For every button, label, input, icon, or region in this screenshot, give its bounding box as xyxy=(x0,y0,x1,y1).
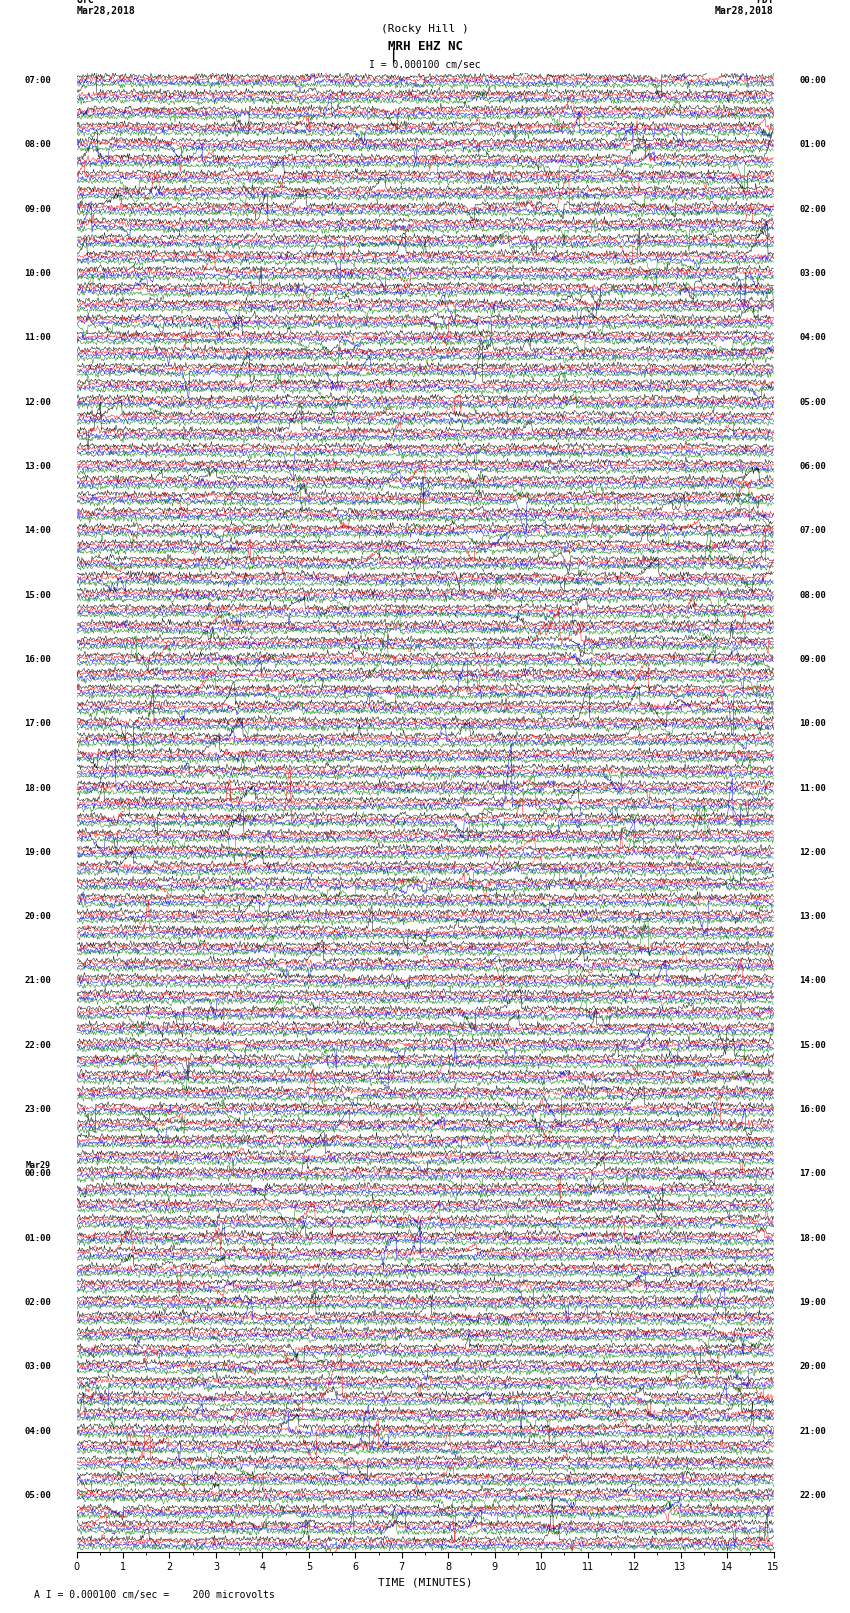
Text: 15:00: 15:00 xyxy=(799,1040,826,1050)
Text: 01:00: 01:00 xyxy=(799,140,826,150)
Text: 16:00: 16:00 xyxy=(24,655,51,665)
Text: 21:00: 21:00 xyxy=(799,1426,826,1436)
Text: 05:00: 05:00 xyxy=(24,1490,51,1500)
Text: 11:00: 11:00 xyxy=(24,334,51,342)
Text: 14:00: 14:00 xyxy=(24,526,51,536)
Text: 22:00: 22:00 xyxy=(24,1040,51,1050)
Text: 03:00: 03:00 xyxy=(799,269,826,277)
Text: Mar29: Mar29 xyxy=(26,1161,51,1171)
Text: 07:00: 07:00 xyxy=(799,526,826,536)
Text: 19:00: 19:00 xyxy=(24,848,51,857)
Text: 18:00: 18:00 xyxy=(24,784,51,792)
Text: I = 0.000100 cm/sec: I = 0.000100 cm/sec xyxy=(369,60,481,69)
Text: 11:00: 11:00 xyxy=(799,784,826,792)
Text: PDT
Mar28,2018: PDT Mar28,2018 xyxy=(715,0,774,16)
Text: 08:00: 08:00 xyxy=(24,140,51,150)
Text: 02:00: 02:00 xyxy=(24,1298,51,1307)
Text: 17:00: 17:00 xyxy=(24,719,51,727)
Text: 13:00: 13:00 xyxy=(24,461,51,471)
Text: 09:00: 09:00 xyxy=(799,655,826,665)
Text: 17:00: 17:00 xyxy=(799,1169,826,1179)
Text: 21:00: 21:00 xyxy=(24,976,51,986)
Text: 05:00: 05:00 xyxy=(799,398,826,406)
Text: 07:00: 07:00 xyxy=(24,76,51,85)
Text: UTC
Mar28,2018: UTC Mar28,2018 xyxy=(76,0,135,16)
Text: 10:00: 10:00 xyxy=(799,719,826,727)
Text: 12:00: 12:00 xyxy=(24,398,51,406)
Text: 09:00: 09:00 xyxy=(24,205,51,215)
Text: 03:00: 03:00 xyxy=(24,1363,51,1371)
Text: 20:00: 20:00 xyxy=(24,911,51,921)
Text: 00:00: 00:00 xyxy=(24,1169,51,1179)
X-axis label: TIME (MINUTES): TIME (MINUTES) xyxy=(377,1578,473,1587)
Text: 12:00: 12:00 xyxy=(799,848,826,857)
Text: 06:00: 06:00 xyxy=(799,461,826,471)
Text: 13:00: 13:00 xyxy=(799,911,826,921)
Text: 14:00: 14:00 xyxy=(799,976,826,986)
Text: A I = 0.000100 cm/sec =    200 microvolts: A I = 0.000100 cm/sec = 200 microvolts xyxy=(34,1590,275,1600)
Text: 04:00: 04:00 xyxy=(799,334,826,342)
Text: 15:00: 15:00 xyxy=(24,590,51,600)
Text: 02:00: 02:00 xyxy=(799,205,826,215)
Text: 00:00: 00:00 xyxy=(799,76,826,85)
Text: 19:00: 19:00 xyxy=(799,1298,826,1307)
Text: 01:00: 01:00 xyxy=(24,1234,51,1242)
Text: 20:00: 20:00 xyxy=(799,1363,826,1371)
Text: 04:00: 04:00 xyxy=(24,1426,51,1436)
Text: MRH EHZ NC: MRH EHZ NC xyxy=(388,40,462,53)
Text: 23:00: 23:00 xyxy=(24,1105,51,1115)
Text: 08:00: 08:00 xyxy=(799,590,826,600)
Text: 10:00: 10:00 xyxy=(24,269,51,277)
Text: 22:00: 22:00 xyxy=(799,1490,826,1500)
Text: 16:00: 16:00 xyxy=(799,1105,826,1115)
Text: 18:00: 18:00 xyxy=(799,1234,826,1242)
Text: (Rocky Hill ): (Rocky Hill ) xyxy=(381,24,469,34)
